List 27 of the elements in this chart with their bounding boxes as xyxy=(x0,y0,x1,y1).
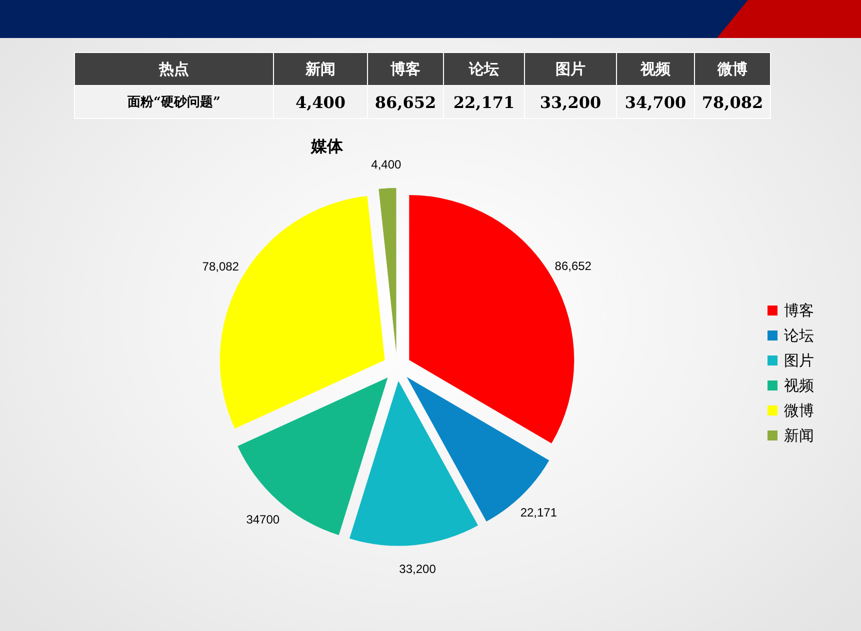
text: 78,082 xyxy=(694,86,770,118)
text: 博客 xyxy=(368,52,444,86)
data-label: 22,171 xyxy=(520,505,558,520)
legend-label: 视频 xyxy=(784,376,814,394)
text: 视频 xyxy=(616,52,694,86)
data-label: 78,082 xyxy=(202,260,240,274)
text: 图片 xyxy=(524,52,616,86)
data-label: 4,400 xyxy=(371,157,402,172)
data-label: 33,200 xyxy=(399,562,436,576)
text: 4,400 xyxy=(274,86,368,118)
text: 微博 xyxy=(694,52,770,86)
text: 新闻 xyxy=(274,52,368,86)
text: 86,652 xyxy=(368,86,444,118)
text: 面粉“硬砂问题” xyxy=(74,86,274,118)
text: 论坛 xyxy=(444,52,524,86)
legend-label: 图片 xyxy=(784,352,814,370)
data-label: 86,652 xyxy=(554,259,592,274)
text: 22,171 xyxy=(444,86,524,118)
chart-title: 媒体 xyxy=(310,136,344,156)
data-label: 34700 xyxy=(246,512,280,526)
legend-label: 博客 xyxy=(784,302,814,320)
text: 34,700 xyxy=(616,86,694,118)
text: 33,200 xyxy=(524,86,616,118)
legend-label: 新闻 xyxy=(784,426,814,444)
legend-label: 微博 xyxy=(784,402,814,420)
text: 热点 xyxy=(74,52,274,86)
legend-label: 论坛 xyxy=(784,326,814,344)
